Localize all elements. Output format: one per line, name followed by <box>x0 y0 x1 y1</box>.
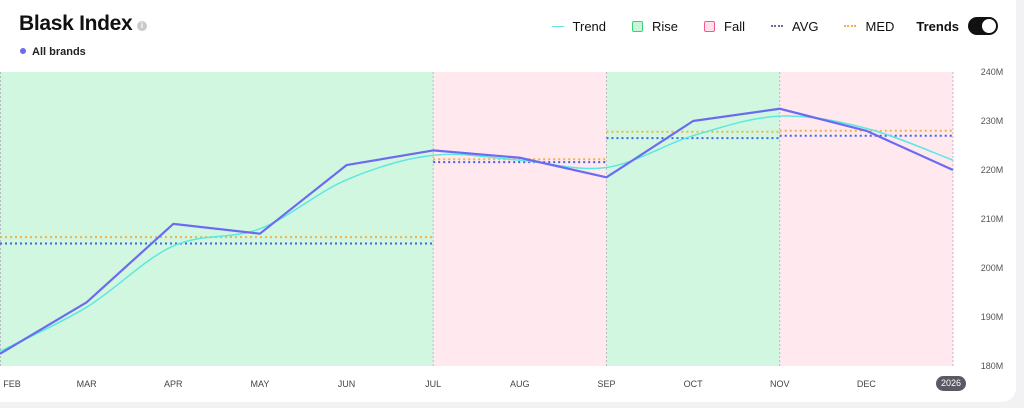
chart-plot: 180M 190M 200M 210M 220M 230M 240M FEB MAR APR MA… <box>0 67 1004 389</box>
y-tick-label: 210M <box>981 214 1004 224</box>
x-tick-label: JUL <box>425 379 441 389</box>
y-tick-label: 240M <box>981 67 1004 77</box>
trends-toggle-group: Trends <box>916 17 998 35</box>
x-tick-label: FEB <box>3 379 21 389</box>
trend-line-icon <box>551 25 564 27</box>
x-tick-label: AUG <box>510 379 530 389</box>
y-tick-label: 190M <box>981 312 1004 322</box>
trend-line <box>0 115 954 352</box>
rise-band-2 <box>606 72 780 366</box>
trends-toggle[interactable] <box>968 17 998 35</box>
x-tick-label: MAR <box>77 379 98 389</box>
trend-path <box>0 115 954 352</box>
chart-card: Blask Index i All brands Trend Rise Fall… <box>0 0 1016 402</box>
series-path <box>0 107 954 355</box>
fall-band-1 <box>433 72 607 366</box>
year-badge: 2026 <box>936 376 966 391</box>
series-name: All brands <box>32 46 86 58</box>
legend-med-label: MED <box>865 18 895 34</box>
x-tick-label: OCT <box>684 379 704 389</box>
med-line-icon <box>844 25 857 27</box>
fall-swatch-icon <box>704 20 716 32</box>
y-tick-label: 200M <box>981 263 1004 273</box>
series-label: All brands <box>20 46 86 58</box>
y-axis: 180M 190M 200M 210M 220M 230M 240M <box>981 67 1004 371</box>
x-tick-label: APR <box>164 379 183 389</box>
y-tick-label: 230M <box>981 116 1004 126</box>
legend-rise-label: Rise <box>652 18 679 34</box>
x-tick-label: MAY <box>250 379 269 389</box>
toggle-knob <box>982 19 996 33</box>
series-dot-icon <box>20 48 26 54</box>
series-line <box>0 107 954 355</box>
page-title: Blask Index <box>19 12 133 35</box>
legend-rise[interactable]: Rise <box>632 19 678 34</box>
legend: Trend Rise Fall AVG MED Trends <box>551 17 998 35</box>
legend-fall[interactable]: Fall <box>704 19 745 34</box>
x-tick-label: NOV <box>770 379 790 389</box>
fall-band-3 <box>779 72 953 366</box>
avg-line-icon <box>770 25 783 27</box>
x-tick-label: SEP <box>597 379 615 389</box>
legend-med[interactable]: MED <box>844 19 894 34</box>
rise-band-0 <box>0 72 434 366</box>
period-bands <box>0 72 953 366</box>
trends-toggle-label: Trends <box>916 18 959 34</box>
info-icon[interactable]: i <box>137 21 147 31</box>
legend-avg-label: AVG <box>791 18 819 34</box>
y-tick-label: 220M <box>981 165 1004 175</box>
x-axis: FEB MAR APR MAY JUN JUL AUG SEP OCT NOV DEC <box>3 379 876 389</box>
y-tick-label: 180M <box>981 361 1004 371</box>
legend-trend-label: Trend <box>572 18 607 34</box>
legend-trend[interactable]: Trend <box>551 18 607 34</box>
rise-swatch-icon <box>632 20 644 32</box>
legend-avg[interactable]: AVG <box>770 18 819 34</box>
x-tick-label: JUN <box>338 379 356 389</box>
x-tick-label: DEC <box>857 379 877 389</box>
legend-fall-label: Fall <box>724 18 745 34</box>
period-dividers <box>0 72 954 366</box>
